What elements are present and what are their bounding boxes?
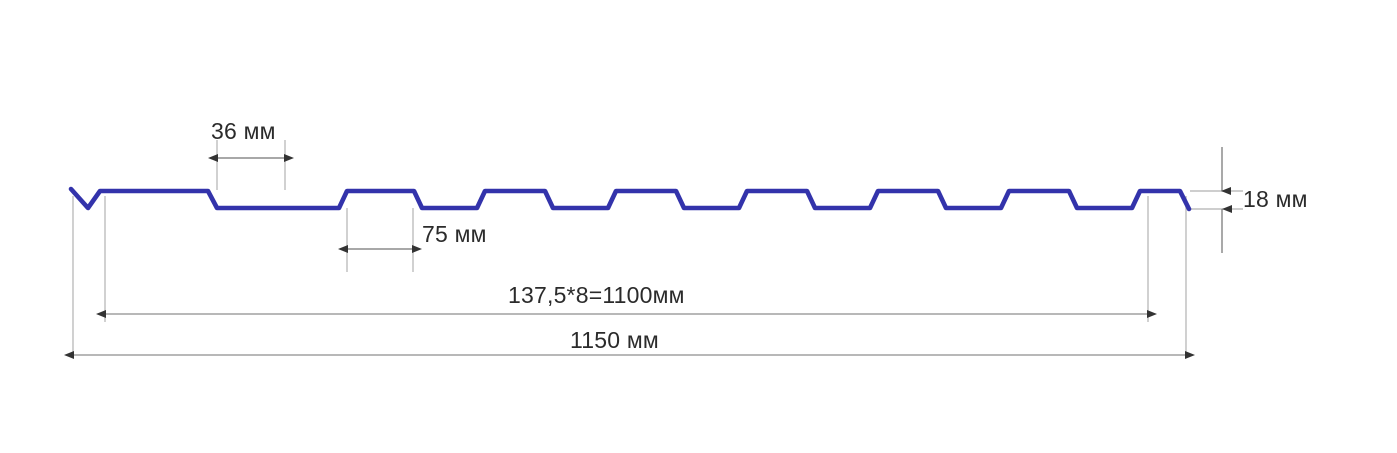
dimension-label-valley-width: 75 мм xyxy=(422,221,487,247)
dimension-label-working-width: 137,5*8=1100мм xyxy=(508,282,685,308)
dimension-label-overall-width: 1150 мм xyxy=(570,327,659,353)
extension-lines xyxy=(72,140,1243,356)
dimension-label-crest-width: 36 мм xyxy=(211,118,276,144)
dimension-label-profile-height: 18 мм xyxy=(1243,186,1308,212)
corrugated-profile-line xyxy=(68,186,1192,212)
